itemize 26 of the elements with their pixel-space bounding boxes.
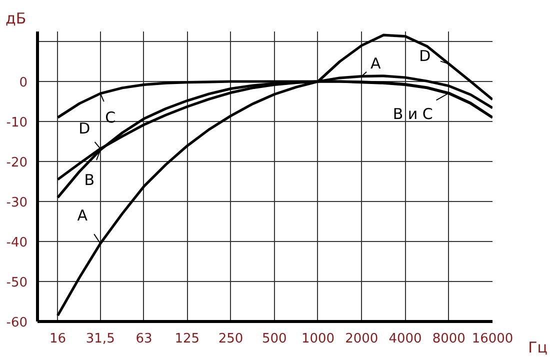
annotation: D xyxy=(78,120,90,138)
x-tick-label: 63 xyxy=(136,332,152,346)
y-tick-label: -60 xyxy=(6,316,28,330)
x-tick-label: 125 xyxy=(174,332,200,346)
y-tick-label: 0 xyxy=(19,76,28,90)
x-tick-label: 8000 xyxy=(432,332,466,346)
x-tick-label: 31,5 xyxy=(86,332,115,346)
annotation: A xyxy=(77,206,88,224)
x-tick-label: 1000 xyxy=(301,332,335,346)
x-tick-label: 500 xyxy=(262,332,287,346)
x-tick-label: 16 xyxy=(49,332,66,346)
y-axis-title: дБ xyxy=(6,10,26,28)
annotation: B xyxy=(84,170,95,189)
x-tick-label: 16000 xyxy=(472,332,514,346)
x-tick-label: 4000 xyxy=(388,332,422,346)
y-tick-label: -10 xyxy=(6,116,28,130)
y-tick-label: -30 xyxy=(6,196,28,210)
x-tick-label: 250 xyxy=(218,332,244,346)
annotation: D xyxy=(419,46,431,65)
y-tick-label: -40 xyxy=(6,236,28,250)
x-tick-label: 2000 xyxy=(345,332,378,346)
x-axis-title: Гц xyxy=(528,338,548,356)
annotation: A xyxy=(370,54,382,72)
y-tick-label: -50 xyxy=(6,276,28,290)
annotation: B и C xyxy=(392,105,433,124)
y-tick-label: -20 xyxy=(6,156,28,170)
